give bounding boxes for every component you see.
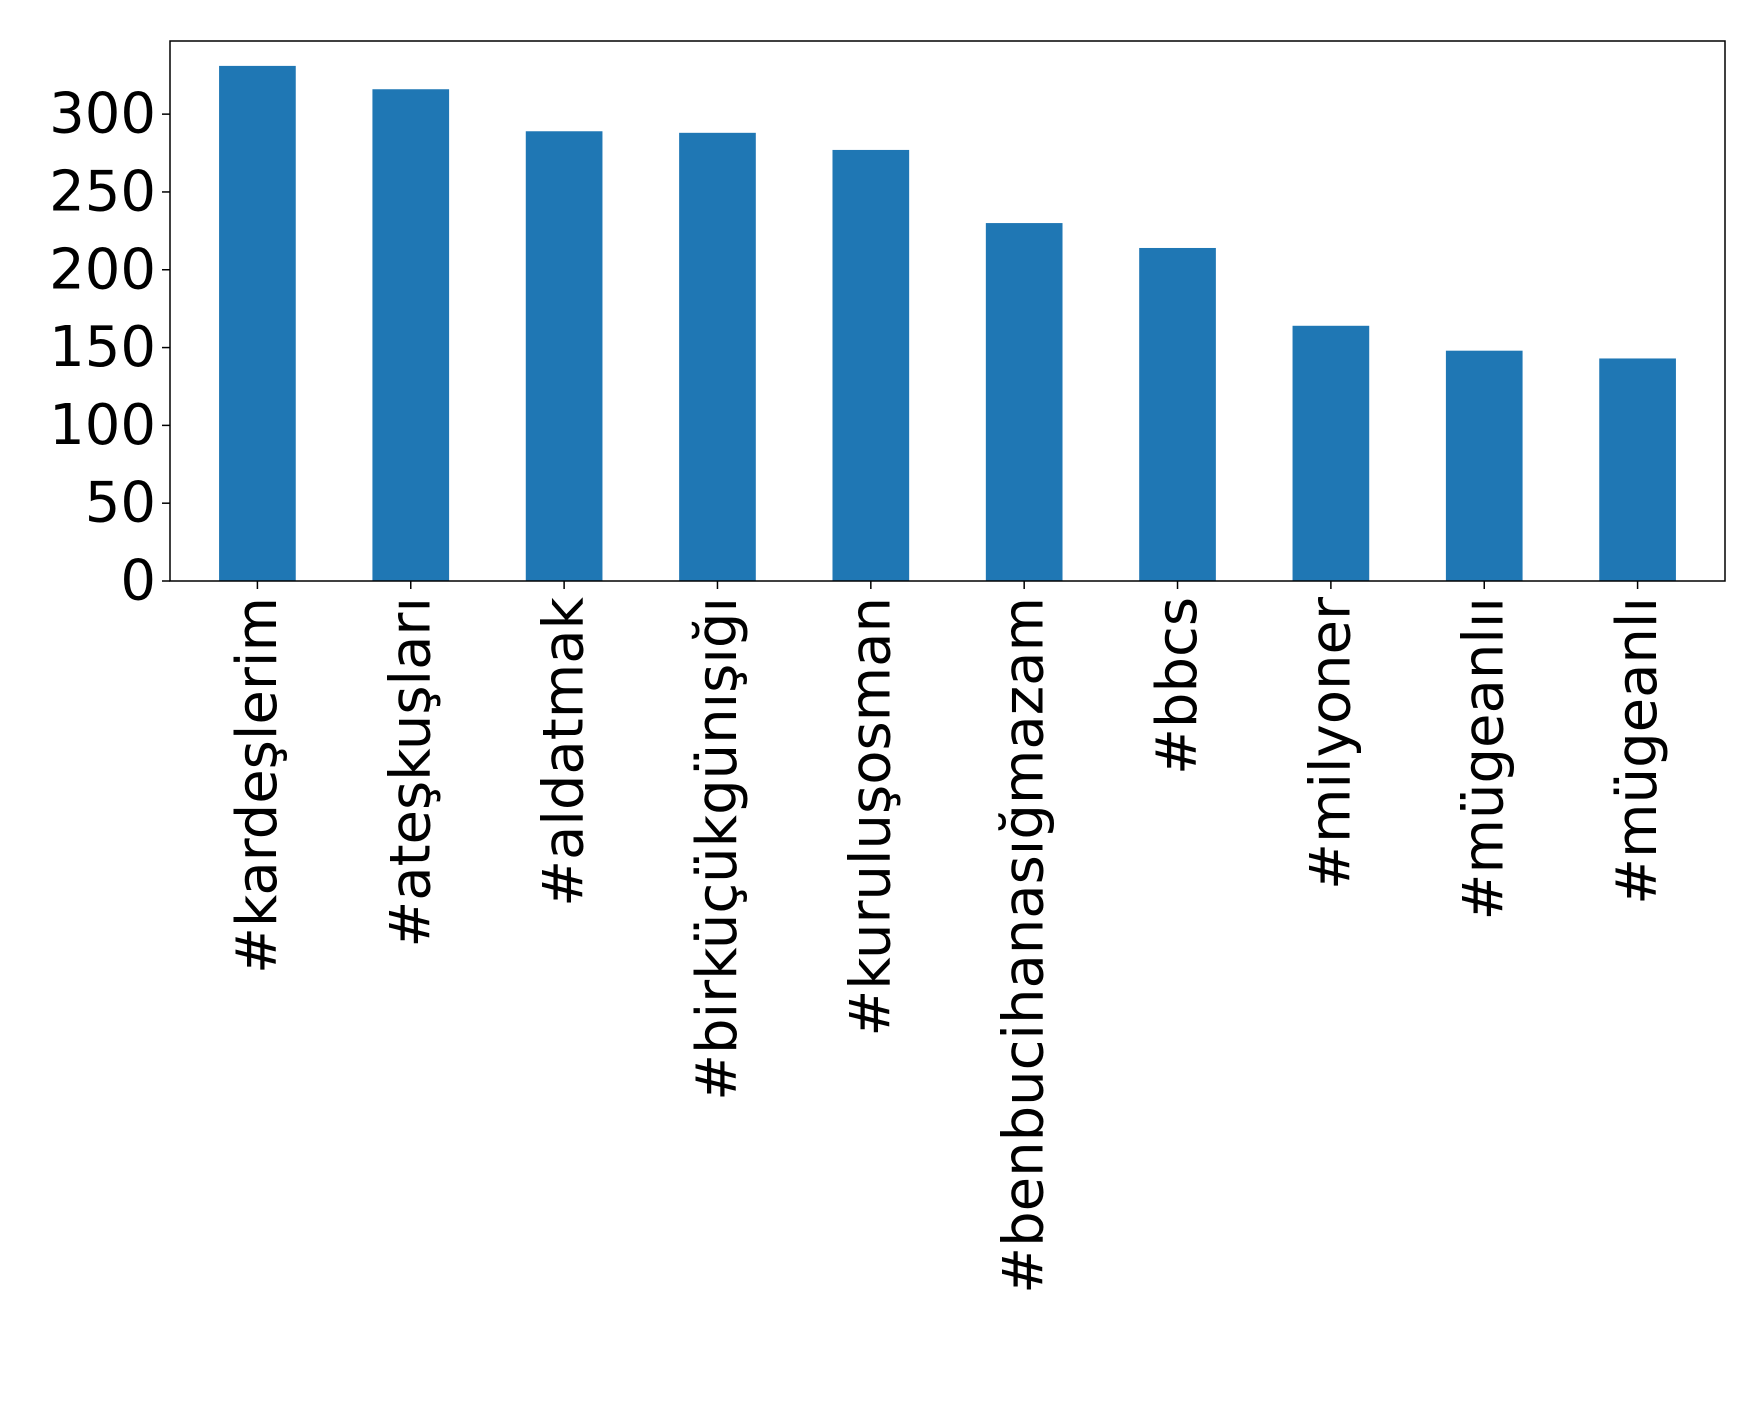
bar-0 [219,65,296,582]
y-tick-label: 250 [49,159,156,224]
y-tick-label: 0 [120,549,156,614]
x-tick-label: #bbcs [1145,597,1210,775]
x-tick-label: #mügeanlıı [1452,597,1517,920]
x-tick-label: #aldatmak [532,596,597,906]
y-axis: 0 50 100 150 200 250 300 [49,82,170,614]
x-axis: #kardeşlerim #ateşkuşları #aldatmak #birküç… [225,581,1670,1294]
bar-2 [525,131,603,581]
x-tick-label: #kuruluşosman [838,597,903,1037]
y-tick-label: 50 [85,471,156,536]
bar-7 [1292,325,1370,581]
y-tick-label: 150 [49,315,156,380]
x-tick-label: #kardeşlerim [225,597,290,974]
bars-layer [219,65,1676,582]
bar-3 [679,132,756,582]
bar-4 [832,149,910,581]
x-tick-label: #mügeanlı [1605,597,1670,905]
bar-9 [1599,358,1676,581]
y-tick-label: 100 [49,393,156,458]
bar-1 [372,89,450,582]
bar-8 [1445,350,1523,581]
bar-6 [1139,247,1216,581]
x-tick-label: #ateşkuşları [378,597,443,948]
x-tick-label: #benbucihanasığmazam [992,597,1057,1294]
y-tick-label: 200 [49,237,156,302]
bar-5 [985,223,1063,581]
x-tick-label: #birküçükgünışığı [685,597,750,1101]
y-tick-label: 300 [49,82,156,147]
plot-frame [169,40,1726,582]
x-tick-label: #milyoner [1298,596,1363,890]
